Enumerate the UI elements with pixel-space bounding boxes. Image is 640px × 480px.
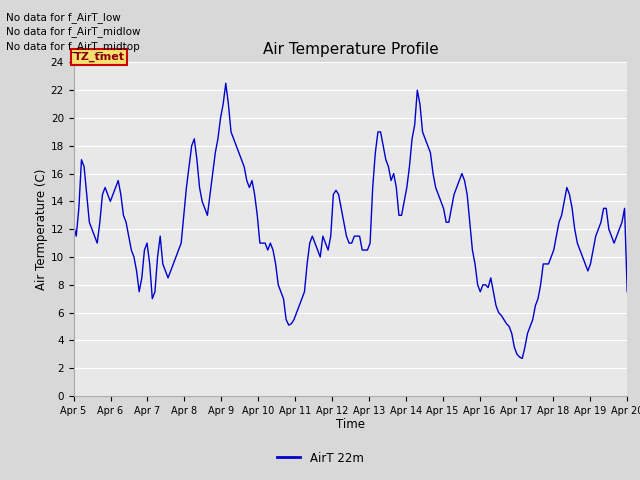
Text: TZ_tmet: TZ_tmet bbox=[74, 52, 125, 62]
X-axis label: Time: Time bbox=[336, 419, 365, 432]
Title: Air Temperature Profile: Air Temperature Profile bbox=[262, 42, 438, 57]
Text: No data for f_AirT_midtop: No data for f_AirT_midtop bbox=[6, 41, 140, 52]
Legend: AirT 22m: AirT 22m bbox=[272, 447, 368, 469]
Y-axis label: Air Termperature (C): Air Termperature (C) bbox=[35, 168, 48, 290]
Text: No data for f_AirT_midlow: No data for f_AirT_midlow bbox=[6, 26, 141, 37]
Text: No data for f_AirT_low: No data for f_AirT_low bbox=[6, 12, 121, 23]
